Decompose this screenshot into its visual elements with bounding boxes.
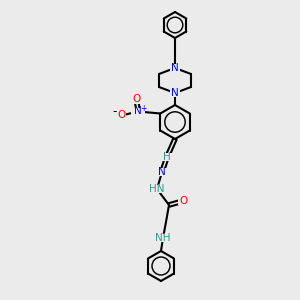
Text: N: N — [134, 106, 142, 116]
FancyBboxPatch shape — [170, 89, 180, 97]
FancyBboxPatch shape — [131, 95, 141, 104]
Text: +: + — [140, 104, 146, 113]
FancyBboxPatch shape — [155, 234, 171, 242]
Text: NH: NH — [155, 233, 171, 243]
FancyBboxPatch shape — [148, 185, 166, 193]
FancyBboxPatch shape — [178, 197, 188, 205]
Text: O: O — [179, 196, 187, 206]
Text: H: H — [163, 152, 171, 162]
Text: N: N — [158, 167, 166, 177]
FancyBboxPatch shape — [170, 64, 180, 72]
FancyBboxPatch shape — [131, 107, 145, 116]
Text: O: O — [117, 110, 125, 121]
FancyBboxPatch shape — [157, 168, 167, 176]
Text: O: O — [132, 94, 140, 104]
FancyBboxPatch shape — [116, 112, 126, 119]
FancyBboxPatch shape — [162, 153, 172, 161]
Text: N: N — [171, 88, 179, 98]
Text: N: N — [171, 63, 179, 73]
Text: HN: HN — [149, 184, 165, 194]
Text: -: - — [112, 105, 116, 118]
